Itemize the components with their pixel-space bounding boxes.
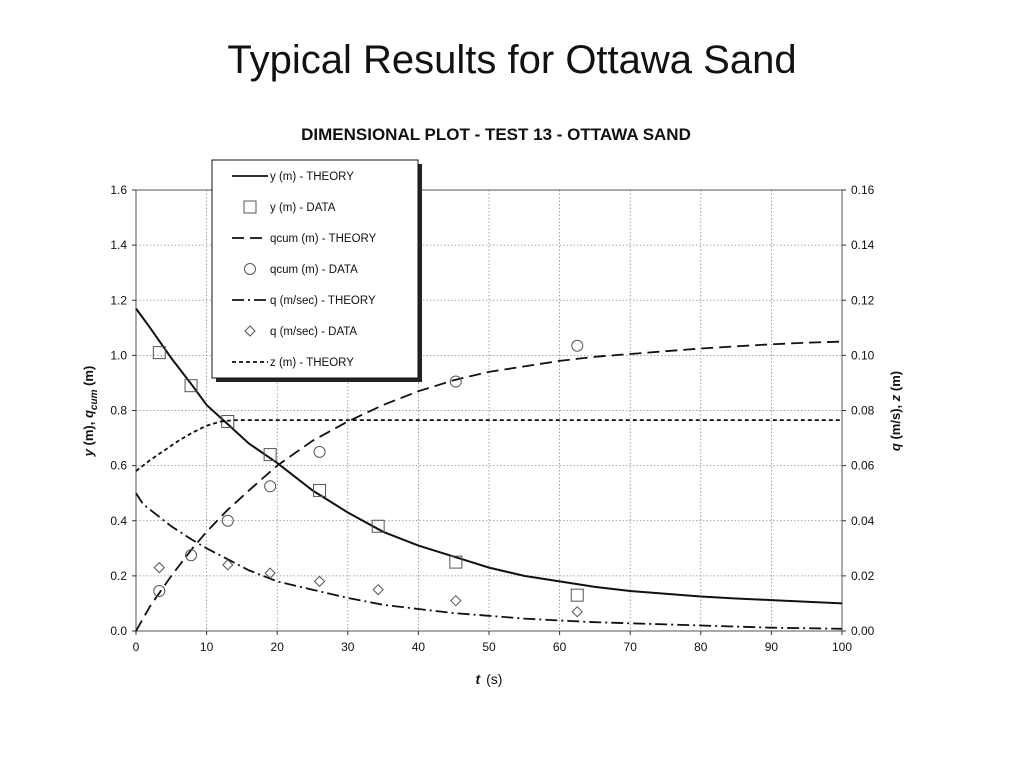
data-point-square — [313, 483, 327, 497]
legend-entry: y (m) - DATA — [243, 200, 336, 214]
legend-marker-swatch — [243, 200, 257, 214]
data-point-circle — [313, 445, 326, 458]
series-layer — [135, 307, 843, 632]
axis-label-part: (m), — [81, 418, 96, 449]
y-right-tick-label: 0.08 — [851, 404, 875, 418]
x-tick-label: 40 — [412, 640, 426, 654]
legend-marker-swatch — [244, 325, 256, 337]
data-point-diamond — [571, 605, 583, 618]
axis-label-part: y — [81, 448, 96, 457]
y-right-tick-label: 0.16 — [851, 183, 875, 197]
x-tick-label: 30 — [341, 640, 355, 654]
y-left-tick-label: 0.4 — [110, 514, 127, 528]
legend-entry: z (m) - THEORY — [232, 357, 354, 369]
x-tick-label: 90 — [765, 640, 779, 654]
x-axis-label-unit: (s) — [486, 671, 502, 687]
y-left-tick-label: 0.6 — [110, 459, 127, 473]
data-point-diamond — [450, 594, 462, 607]
data-point-circle — [449, 375, 462, 388]
axis-label-part: q — [81, 410, 96, 418]
y-left-tick-label: 0.8 — [110, 404, 127, 418]
y-right-tick-label: 0.06 — [851, 459, 875, 473]
series-5 — [153, 559, 583, 618]
series-3 — [153, 339, 584, 598]
y-right-tick-label: 0.02 — [851, 569, 875, 583]
legend-label: qcum (m) - DATA — [270, 264, 358, 276]
legend-entry: q (m/sec) - DATA — [244, 325, 357, 338]
data-point-diamond — [153, 561, 166, 574]
x-tick-label: 60 — [553, 640, 567, 654]
series-4 — [135, 492, 843, 630]
series-line — [135, 492, 843, 630]
data-point-square — [184, 379, 198, 393]
legend-label: y (m) - DATA — [270, 202, 336, 214]
x-tick-label: 50 — [482, 640, 496, 654]
data-point-circle — [185, 549, 198, 562]
legend-label: qcum (m) - THEORY — [270, 233, 377, 245]
axis-label-part: q — [888, 443, 903, 451]
x-tick-label: 70 — [624, 640, 638, 654]
y-left-tick-label: 1.4 — [110, 238, 127, 252]
data-point-square — [263, 448, 277, 462]
data-point-circle — [153, 585, 166, 598]
data-point-circle — [221, 514, 234, 527]
legend-entry: qcum (m) - DATA — [244, 263, 358, 276]
x-tick-label: 100 — [832, 640, 852, 654]
y-left-tick-label: 0.2 — [110, 569, 127, 583]
axis-label-part: (m/s), — [888, 401, 903, 443]
series-line — [135, 307, 843, 605]
y-left-tick-label: 1.2 — [110, 293, 127, 307]
legend-entry: y (m) - THEORY — [232, 171, 354, 183]
axis-label-part: (m) — [81, 366, 96, 390]
x-tick-label: 80 — [694, 640, 708, 654]
y-left-tick-label: 1.6 — [110, 183, 127, 197]
data-point-square — [449, 555, 463, 569]
legend-label: z (m) - THEORY — [270, 357, 354, 369]
x-tick-label: 20 — [271, 640, 285, 654]
data-point-circle — [571, 339, 584, 352]
series-0 — [135, 307, 843, 605]
y-right-tick-label: 0.14 — [851, 238, 875, 252]
data-point-square — [570, 588, 584, 602]
legend-marker-swatch — [244, 263, 256, 275]
data-point-circle — [264, 480, 277, 493]
data-point-diamond — [264, 567, 276, 579]
legend-label: q (m/sec) - DATA — [270, 326, 357, 338]
legend-entry: q (m/sec) - THEORY — [232, 295, 376, 307]
y-axis-right-label: q (m/s), z (m) — [888, 371, 903, 451]
x-tick-label: 10 — [200, 640, 214, 654]
axis-label-part: cum — [89, 389, 100, 410]
y-axis-left-label: y (m), qcum (m) — [81, 366, 100, 458]
axis-ticks: 0 10 20 30 40 50 60 70 80 90 100 0.0 0.00 0.2 0.02 0.4 0… — [110, 183, 874, 654]
legend-entry: qcum (m) - THEORY — [232, 233, 377, 245]
data-point-diamond — [372, 583, 384, 596]
series-1 — [152, 346, 584, 602]
series-line — [135, 419, 842, 472]
legend-label: y (m) - THEORY — [270, 171, 354, 183]
y-right-tick-label: 0.10 — [851, 348, 875, 362]
series-6 — [135, 419, 842, 472]
x-axis-label-symbol: t — [476, 671, 482, 687]
data-point-diamond — [222, 559, 234, 571]
data-point-diamond — [313, 575, 326, 588]
x-tick-label: 0 — [133, 640, 140, 654]
x-axis-label: t (s) — [476, 671, 503, 687]
y-right-tick-label: 0.00 — [851, 624, 875, 638]
legend: y (m) - THEORY y (m) - DATA qcum (m) - THE… — [211, 159, 422, 382]
axis-label-part: z — [888, 394, 903, 402]
data-point-square — [371, 519, 385, 533]
data-point-square — [152, 346, 166, 360]
series-2 — [135, 340, 843, 632]
y-right-tick-label: 0.12 — [851, 293, 875, 307]
legend-box — [211, 159, 419, 379]
chart-title: DIMENSIONAL PLOT - TEST 13 - OTTAWA SAND — [301, 125, 691, 144]
series-line — [135, 340, 843, 632]
y-left-tick-label: 1.0 — [110, 348, 127, 362]
axis-label-part: (m) — [888, 371, 903, 395]
legend-label: q (m/sec) - THEORY — [270, 295, 376, 307]
y-left-tick-label: 0.0 — [110, 624, 127, 638]
slide-title: Typical Results for Ottawa Sand — [227, 38, 797, 82]
y-right-tick-label: 0.04 — [851, 514, 875, 528]
